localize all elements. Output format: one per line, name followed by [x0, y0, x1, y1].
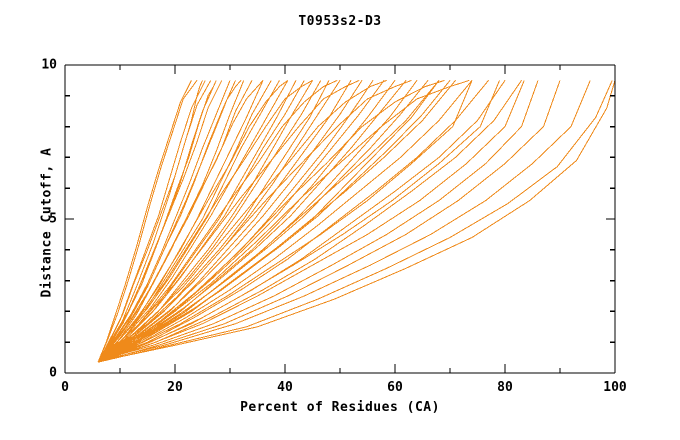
series-group: [97, 79, 616, 363]
series-line: [97, 80, 231, 363]
series-line: [98, 80, 305, 362]
y-axis-label: Distance Cutoff, A: [39, 147, 55, 298]
series-line: [98, 80, 198, 362]
series-line: [98, 80, 217, 362]
plot-frame: [64, 64, 616, 374]
series-line: [99, 79, 412, 362]
series-line: [97, 79, 338, 363]
series-line: [99, 80, 522, 362]
series-line: [97, 80, 330, 363]
series-line: [99, 80, 341, 362]
series-line: [97, 79, 445, 363]
series-line: [98, 79, 313, 362]
x-axis-label: Percent of Residues (CA): [240, 400, 440, 415]
series-line: [98, 80, 236, 362]
series-line: [99, 80, 429, 362]
series-line: [97, 80, 473, 363]
series-line: [98, 80, 456, 362]
series-line: [99, 80, 264, 361]
series-line: [100, 80, 451, 360]
series-line: [97, 79, 387, 363]
series-line: [100, 80, 539, 361]
x-tick-label: 40: [277, 380, 293, 395]
y-tick-label: 10: [41, 57, 57, 73]
series-line: [99, 80, 407, 361]
x-tick-label: 20: [167, 380, 183, 395]
chart-title: T0953s2-D3: [298, 14, 382, 29]
series-line: [97, 80, 203, 363]
series-line: [99, 80, 591, 362]
series-line: [99, 79, 360, 361]
series-line: [97, 80, 396, 363]
series-line: [97, 80, 561, 363]
series-line: [100, 79, 470, 360]
series-line: [97, 80, 440, 363]
series-line: [98, 80, 272, 362]
series-line: [97, 80, 473, 363]
y-tick-label: 5: [49, 211, 57, 227]
series-line: [100, 80, 289, 360]
x-tick-label: 100: [603, 380, 627, 395]
series-line: [97, 80, 352, 363]
x-tick-label: 0: [61, 380, 69, 395]
series-line: [100, 80, 363, 360]
y-tick-label: 0: [49, 365, 57, 381]
series-line: [97, 80, 242, 363]
series-line: [98, 80, 500, 362]
series-line: [97, 80, 525, 363]
x-tick-label: 60: [387, 380, 403, 395]
series-line: [97, 80, 613, 363]
x-tick-label: 80: [497, 380, 513, 395]
series-line: [97, 80, 192, 363]
series-line: [97, 79, 289, 363]
series-line: [98, 80, 616, 362]
